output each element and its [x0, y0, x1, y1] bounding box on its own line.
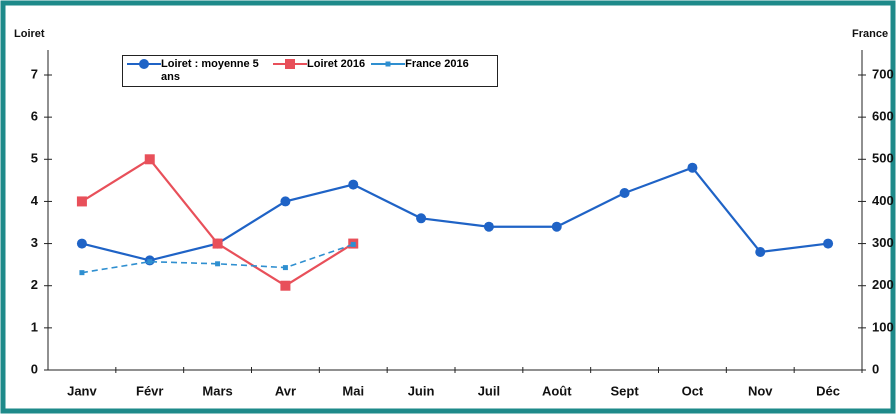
- point: [823, 238, 834, 249]
- y2-tick-label: 300: [872, 235, 894, 250]
- x-tick-label: Déc: [816, 383, 840, 398]
- y-tick-label: 1: [31, 319, 38, 334]
- point: [285, 59, 295, 69]
- legend: Loiret : moyenne 5 ans Loiret 2016 France …: [122, 55, 498, 87]
- x-tick-label: Avr: [275, 383, 296, 398]
- y2-tick-label: 400: [872, 193, 894, 208]
- legend-swatch: [371, 61, 406, 67]
- legend-swatch: [273, 59, 307, 69]
- y2-tick-label: 500: [872, 151, 894, 166]
- point: [755, 247, 766, 257]
- y-axis-label: Loiret: [14, 28, 45, 40]
- point: [79, 270, 85, 276]
- y-tick-label: 6: [31, 109, 38, 124]
- y2-tick-label: 200: [872, 277, 894, 292]
- x-tick-label: Janv: [67, 383, 97, 398]
- legend-item: Loiret 2016: [273, 58, 365, 84]
- x-tick-label: Oct: [682, 383, 704, 398]
- legend-label: Loiret 2016: [307, 58, 366, 70]
- x-tick-label: Juil: [478, 383, 500, 398]
- y-tick-label: 2: [31, 277, 38, 292]
- series-line: [81, 166, 829, 262]
- y2-tick-label: 600: [872, 109, 894, 124]
- y-tick-label: 4: [31, 193, 39, 208]
- point: [144, 154, 155, 165]
- legend-item: Loiret : moyenne 5 ans: [127, 58, 267, 84]
- y2-tick-label: 700: [872, 66, 894, 81]
- y2-tick-label: 100: [872, 319, 894, 334]
- x-tick-label: Févr: [136, 383, 163, 398]
- x-tick-label: Sept: [610, 383, 639, 398]
- point: [551, 221, 562, 232]
- y-tick-label: 5: [31, 151, 38, 166]
- x-tick-label: Mars: [202, 383, 232, 398]
- point: [139, 59, 149, 69]
- point: [282, 265, 288, 271]
- legend-swatch: [127, 59, 161, 69]
- point: [212, 238, 223, 249]
- point: [348, 179, 359, 190]
- y2-axis-label: France: [852, 28, 888, 40]
- legend-label: France 2016: [405, 58, 469, 70]
- series-line: [81, 243, 354, 274]
- point: [385, 61, 391, 67]
- x-tick-label: Août: [542, 383, 572, 398]
- x-tick-label: Juin: [408, 383, 435, 398]
- point: [147, 259, 153, 265]
- y-tick-label: 7: [31, 66, 38, 81]
- x-tick-label: Nov: [748, 383, 773, 398]
- point: [280, 196, 291, 207]
- point: [687, 162, 698, 173]
- point: [350, 241, 356, 247]
- point: [76, 196, 87, 207]
- y-tick-label: 3: [31, 235, 38, 250]
- point: [280, 280, 291, 291]
- point: [483, 221, 494, 232]
- y2-tick-label: 0: [872, 361, 879, 376]
- point: [619, 188, 630, 198]
- legend-item: France 2016: [371, 58, 469, 84]
- point: [76, 238, 87, 249]
- point: [416, 213, 427, 224]
- y-tick-label: 0: [31, 361, 38, 376]
- x-tick-label: Mai: [342, 383, 364, 398]
- point: [215, 261, 221, 267]
- legend-label: Loiret : moyenne 5 ans: [161, 58, 259, 83]
